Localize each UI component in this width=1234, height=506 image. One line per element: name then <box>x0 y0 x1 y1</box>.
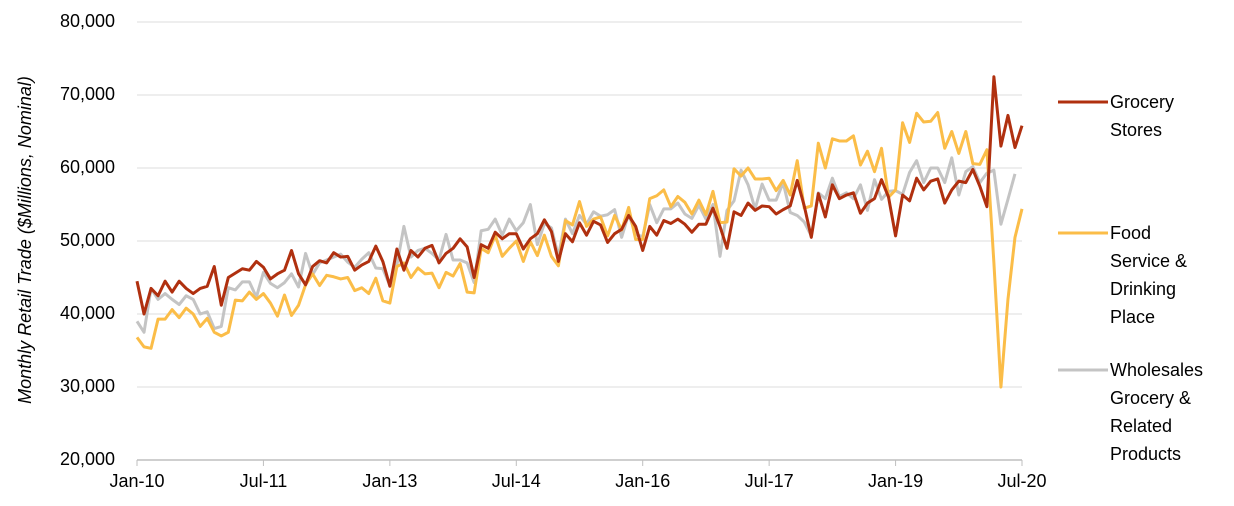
x-tick-label: Jul-11 <box>240 471 288 491</box>
y-tick-label: 30,000 <box>60 376 115 396</box>
y-tick-label: 40,000 <box>60 303 115 323</box>
y-tick-label: 60,000 <box>60 157 115 177</box>
x-tick-label: Jan-13 <box>362 471 417 491</box>
y-tick-label: 20,000 <box>60 449 115 469</box>
series-line <box>135 156 1017 334</box>
y-tick-label: 80,000 <box>60 11 115 31</box>
legend-label: Grocery Stores <box>1110 92 1175 140</box>
y-tick-label: 70,000 <box>60 84 115 104</box>
series-line <box>135 111 1024 389</box>
y-tick-label: 50,000 <box>60 230 115 250</box>
y-axis-label: Monthly Retail Trade ($Millions, Nominal… <box>15 76 35 404</box>
x-tick-label: Jan-10 <box>109 471 164 491</box>
x-tick-label: Jan-16 <box>615 471 670 491</box>
series-line <box>135 75 1024 316</box>
x-tick-label: Jul-20 <box>997 471 1046 491</box>
x-tick-label: Jul-17 <box>745 471 794 491</box>
x-tick-label: Jul-14 <box>492 471 541 491</box>
x-tick-label: Jan-19 <box>868 471 923 491</box>
legend-label: Wholesales Grocery & Related Products <box>1110 360 1204 464</box>
legend-label: Food Service & Drinking Place <box>1110 223 1188 327</box>
